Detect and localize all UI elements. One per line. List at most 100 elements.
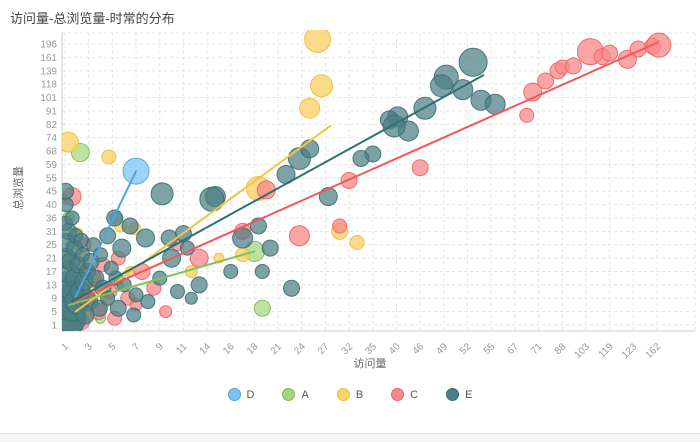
bubble-E[interactable]: [59, 197, 74, 213]
bubble-E[interactable]: [184, 291, 198, 305]
legend-item-D[interactable]: D: [227, 388, 255, 401]
bubble-C[interactable]: [601, 44, 619, 62]
bubble-C[interactable]: [646, 32, 672, 58]
bubble-A[interactable]: [253, 299, 271, 317]
legend-marker-C: [391, 388, 405, 401]
legend-label-D: D: [246, 388, 255, 401]
y-tick-label: 31: [46, 227, 58, 238]
bubble-E[interactable]: [58, 182, 75, 200]
legend-item-E[interactable]: E: [446, 388, 472, 401]
bubble-C[interactable]: [288, 225, 310, 247]
bubble-C[interactable]: [564, 57, 582, 75]
x-tick-label: 5: [107, 341, 119, 353]
bubble-E[interactable]: [223, 263, 239, 279]
bubble-C[interactable]: [537, 72, 555, 90]
y-tick-label: 36: [46, 213, 58, 224]
x-axis-name: 访问量: [353, 358, 387, 370]
y-tick-label: 139: [40, 66, 57, 77]
bubble-E[interactable]: [382, 114, 406, 138]
legend-label-B: B: [355, 388, 364, 401]
bubble-E[interactable]: [64, 210, 80, 226]
bubble-C[interactable]: [256, 180, 276, 200]
y-tick-label: 17: [46, 267, 58, 278]
chart-title: 访问量-总浏览量-时常的分布: [10, 11, 175, 26]
bubble-chart-svg: 1591317212531364045555968748291101118139…: [40, 26, 696, 361]
y-tick-label: 59: [46, 160, 58, 171]
y-tick-label: 9: [51, 294, 57, 305]
bubble-C[interactable]: [159, 305, 173, 319]
trend-line-A: [68, 250, 256, 306]
bubble-B[interactable]: [349, 234, 365, 250]
trend-line-D: [74, 170, 138, 298]
bubble-E[interactable]: [121, 217, 139, 235]
series-E: [58, 47, 506, 331]
legend-marker-A: [282, 388, 296, 401]
x-tick-label: 3: [83, 341, 95, 353]
legend-item-C[interactable]: C: [391, 388, 418, 401]
bubble-E[interactable]: [136, 228, 156, 248]
bubble-E[interactable]: [103, 260, 119, 276]
y-tick-label: 82: [46, 120, 58, 131]
y-tick-label: 40: [46, 200, 58, 211]
legend-label-C: C: [410, 388, 419, 401]
y-tick-label: 68: [46, 147, 58, 158]
y-tick-label: 161: [40, 53, 57, 64]
footer-bar: [0, 433, 700, 442]
bubble-B[interactable]: [101, 149, 117, 165]
legend-item-B[interactable]: B: [336, 388, 364, 401]
y-tick-label: 196: [40, 40, 57, 51]
bubble-B[interactable]: [304, 26, 332, 53]
y-tick-label: 21: [46, 254, 58, 265]
y-tick-label: 101: [40, 93, 57, 104]
legend-label-A: A: [301, 388, 309, 401]
bubble-E[interactable]: [126, 307, 142, 323]
y-tick-label: 45: [46, 187, 58, 198]
bubble-E[interactable]: [75, 305, 95, 325]
legend-marker-D: [227, 388, 241, 401]
plot-area: 1 5 9 13 17 21 25 31 36 40 45 55 59 68 74 82 91 101 118 139…: [40, 26, 696, 361]
bubble-E[interactable]: [430, 74, 454, 98]
y-tick-label: 118: [41, 80, 57, 91]
y-tick-label: 1: [51, 321, 57, 332]
x-tick-label: 7: [130, 341, 142, 353]
bubble-E[interactable]: [458, 47, 488, 77]
trend-lines-layer: [68, 41, 659, 313]
y-tick-label: 55: [46, 173, 58, 184]
y-tick-label: 25: [46, 240, 58, 251]
trend-line-B: [74, 124, 332, 313]
y-tick-label: 74: [46, 133, 58, 144]
y-tick-label: 91: [46, 106, 58, 117]
bubble-E[interactable]: [109, 299, 127, 317]
bubble-E[interactable]: [283, 279, 301, 297]
bubble-E[interactable]: [254, 263, 270, 279]
x-tick-label: 9: [154, 341, 166, 353]
y-axis-name: 总浏览量: [13, 166, 25, 210]
bubble-E[interactable]: [199, 186, 225, 212]
bubble-E[interactable]: [128, 287, 144, 303]
bubbles-layer: [58, 26, 672, 331]
bubble-E[interactable]: [352, 149, 370, 167]
bubble-C[interactable]: [519, 107, 535, 123]
bubble-C[interactable]: [411, 159, 429, 177]
bubble-E[interactable]: [318, 187, 338, 207]
legend-label-E: E: [465, 388, 473, 401]
y-tick-label: 5: [51, 307, 57, 318]
bubble-E[interactable]: [232, 227, 254, 249]
bubble-E[interactable]: [112, 238, 132, 258]
bubble-E[interactable]: [190, 276, 208, 294]
bubble-E[interactable]: [169, 284, 185, 300]
trend-line-E: [71, 74, 485, 303]
y-tick-label: 13: [46, 280, 58, 291]
bubble-E[interactable]: [140, 294, 156, 310]
bubble-E[interactable]: [261, 239, 279, 257]
bubble-E[interactable]: [300, 139, 320, 159]
bubble-E[interactable]: [150, 182, 174, 206]
bubble-C[interactable]: [332, 218, 348, 234]
bubble-B[interactable]: [310, 74, 334, 98]
legend-marker-E: [446, 388, 460, 401]
bubble-B[interactable]: [299, 97, 321, 119]
bubble-E[interactable]: [106, 209, 124, 227]
bubble-B[interactable]: [59, 131, 80, 153]
legend-item-A[interactable]: A: [282, 388, 309, 401]
